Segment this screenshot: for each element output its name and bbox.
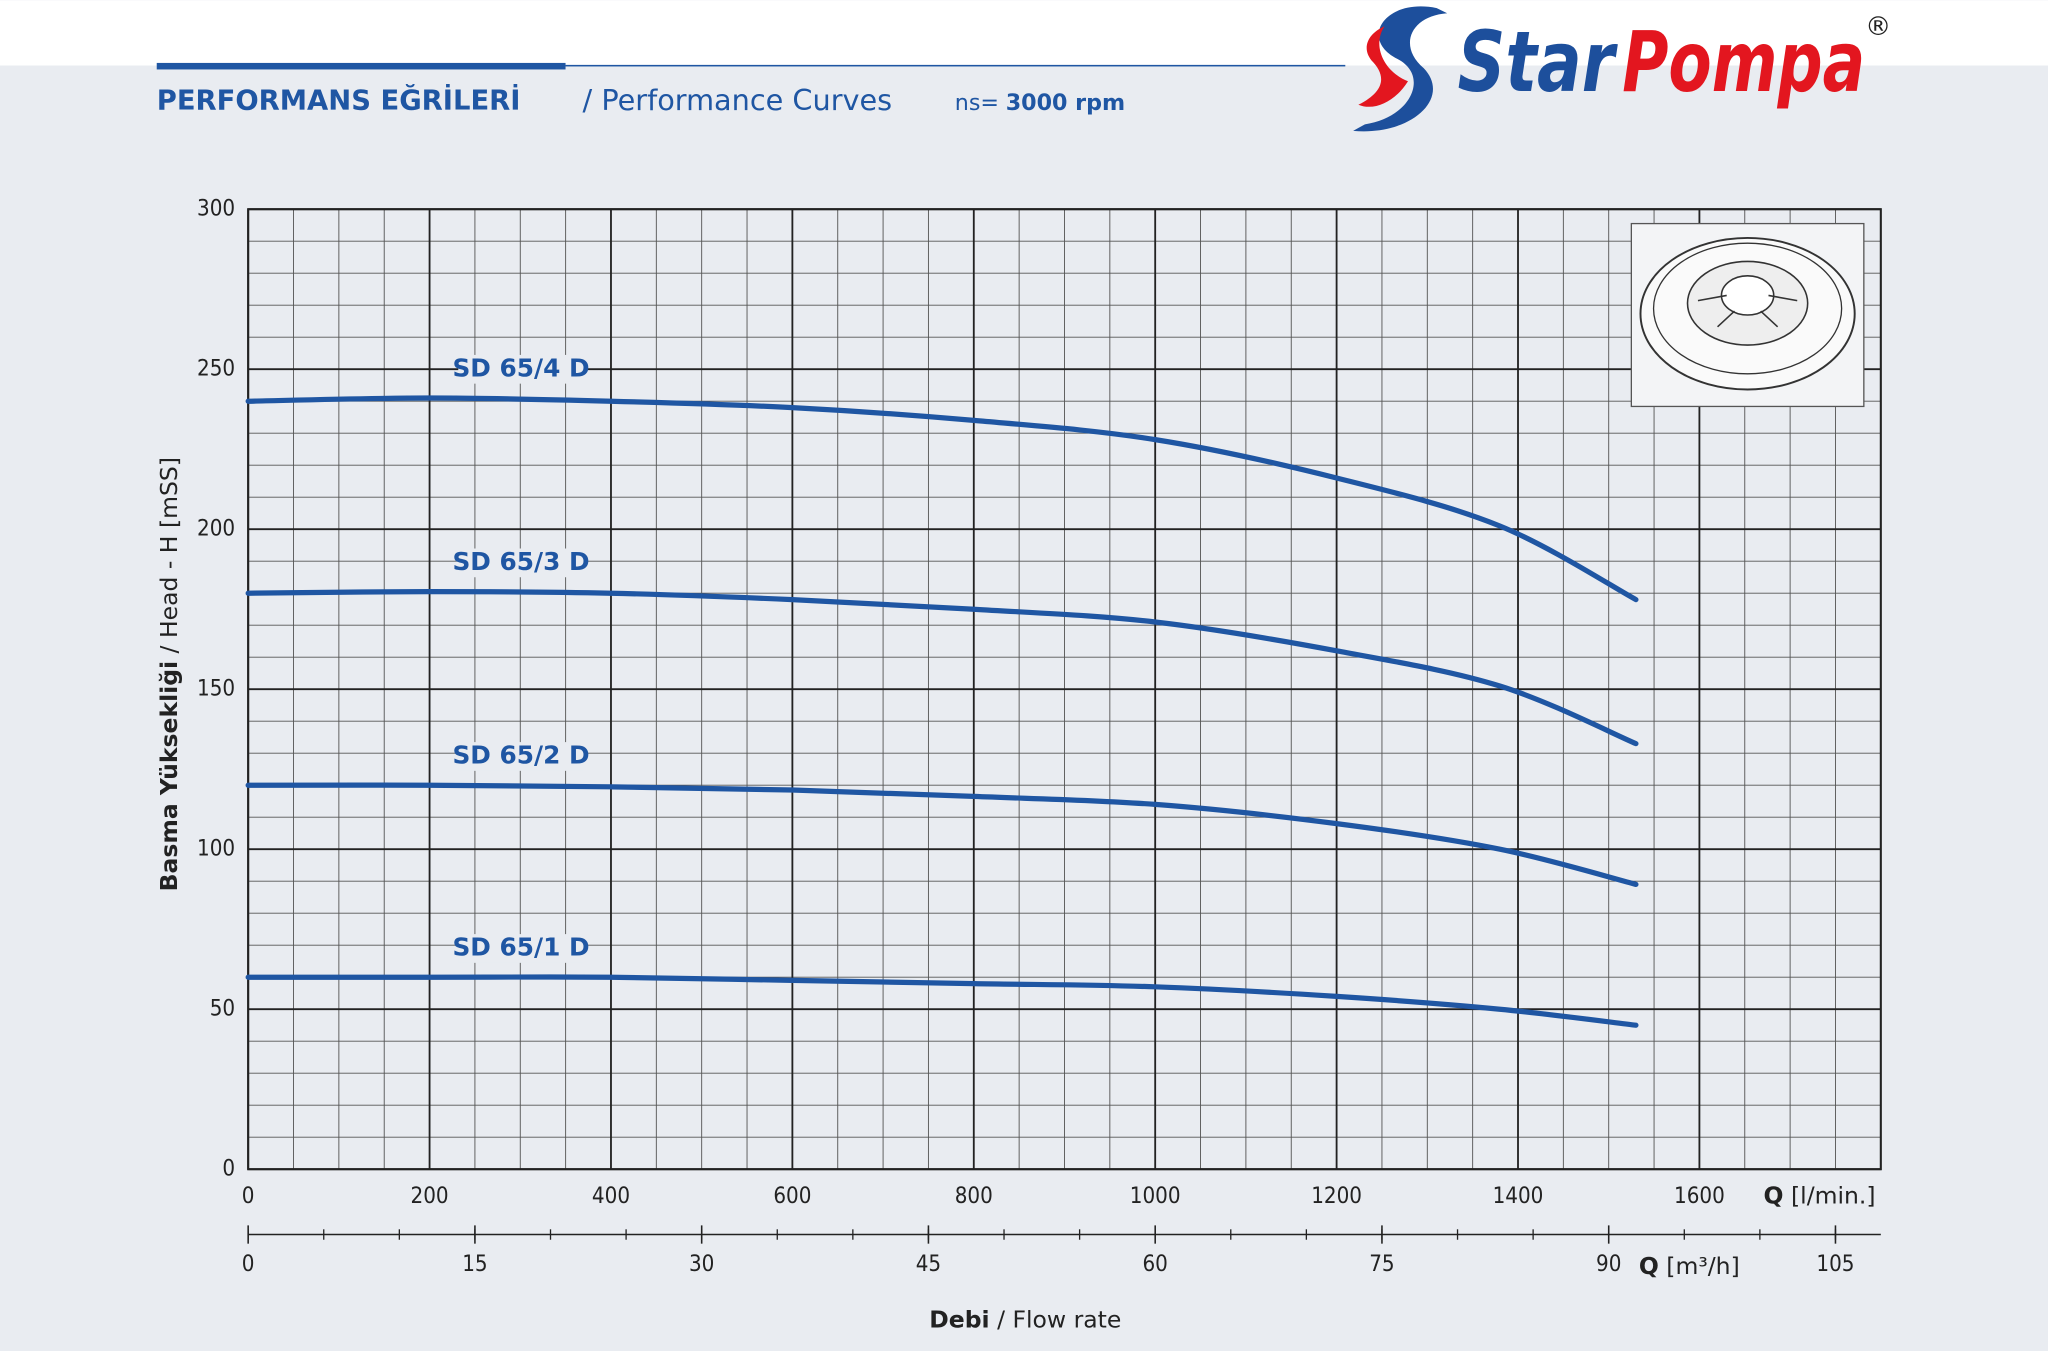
series-label-bg: [458, 934, 584, 963]
series-label: SD 65/4 D: [452, 353, 589, 382]
x2-tick-label: 45: [916, 1251, 941, 1277]
plot-frame: [247, 208, 1882, 1171]
x2-axis-label-q: Q: [1639, 1252, 1659, 1280]
x2-tick-label: 0: [242, 1251, 255, 1277]
impeller-illustration: [1630, 222, 1865, 408]
logo: Star Pompa ®: [1353, 6, 1891, 132]
x-tick-label: 800: [955, 1183, 993, 1209]
y-tick-label: 250: [197, 356, 235, 382]
y-tick-label: 150: [197, 676, 235, 702]
series-label-bg: [458, 548, 584, 578]
y-axis-label: Basma Yüksekliği / Head - H [mSS]: [154, 457, 182, 891]
x2-tick-label: 75: [1369, 1251, 1394, 1277]
y-tick-label: 300: [197, 196, 235, 222]
x-axis-label: Q [l/min.]: [1764, 1181, 1876, 1209]
logo-pompa: Pompa: [1622, 13, 1865, 111]
impeller-blades: [1697, 294, 1798, 328]
x-tick-label: 1600: [1674, 1183, 1725, 1209]
x-axis-label-unit: [l/min.]: [1791, 1181, 1876, 1209]
x2-tick-label: 15: [462, 1251, 487, 1277]
x2-axis-label: Q [m³/h]: [1639, 1252, 1740, 1280]
speed-label: ns=: [955, 90, 999, 116]
logo-swoosh-blue: [1353, 6, 1448, 132]
series-label: SD 65/3 D: [452, 547, 589, 576]
y-tick-label: 50: [210, 996, 235, 1022]
logo-star: Star: [1458, 13, 1619, 111]
footer-label: Debi / Flow rate: [929, 1305, 1121, 1333]
x-tick-label: 400: [592, 1183, 630, 1209]
header-bar: [156, 62, 566, 70]
series-line: [245, 589, 1639, 747]
x-tick-label: 200: [411, 1183, 449, 1209]
x2-tick-label: 105: [1816, 1251, 1854, 1277]
chart-subtitle: / Performance Curves: [583, 83, 893, 117]
y-axis-label-tr: Basma Yüksekliği: [154, 661, 182, 892]
x2-tick-label: 60: [1142, 1251, 1167, 1277]
series-line: [245, 974, 1639, 1028]
y-tick-label: 0: [222, 1156, 235, 1182]
x-tick-label: 1200: [1311, 1183, 1362, 1209]
series-label-bg: [458, 742, 584, 771]
x-tick-label: 0: [242, 1183, 255, 1209]
y-axis-label-en: / Head - H [mSS]: [154, 457, 182, 653]
impeller-rim: [1652, 242, 1843, 375]
top-band: [0, 0, 2048, 66]
series-label-bg: [458, 354, 584, 384]
series-line: [245, 782, 1639, 888]
series-label: SD 65/2 D: [452, 740, 589, 769]
impeller-hub: [1720, 275, 1775, 316]
logo-swoosh-red: [1358, 26, 1408, 107]
speed: 3000 rpm: [1006, 90, 1125, 116]
chart-title: PERFORMANS EĞRİLERİ: [157, 85, 521, 117]
x2-tick-label: 30: [689, 1251, 714, 1277]
x2-axis-label-unit: [m³/h]: [1666, 1252, 1739, 1280]
x-tick-label: 1000: [1130, 1183, 1181, 1209]
plot-area: 0 200 400 600 800 1000 1200 1400 160005010015020…: [197, 196, 1882, 1277]
series-label: SD 65/1 D: [452, 932, 589, 961]
x-tick-label: 1400: [1493, 1183, 1544, 1209]
x-tick-label: 600: [773, 1183, 811, 1209]
x2-tick-label: 90: [1596, 1251, 1621, 1277]
y-tick-label: 100: [197, 836, 235, 862]
series-line: [245, 395, 1639, 603]
y-tick-label: 200: [197, 516, 235, 542]
footer-label-en: / Flow rate: [997, 1305, 1121, 1333]
logo-registered: ®: [1865, 12, 1891, 42]
x-axis-label-q: Q: [1764, 1181, 1784, 1209]
footer-label-tr: Debi: [929, 1305, 989, 1333]
header-rule: [565, 64, 1346, 67]
